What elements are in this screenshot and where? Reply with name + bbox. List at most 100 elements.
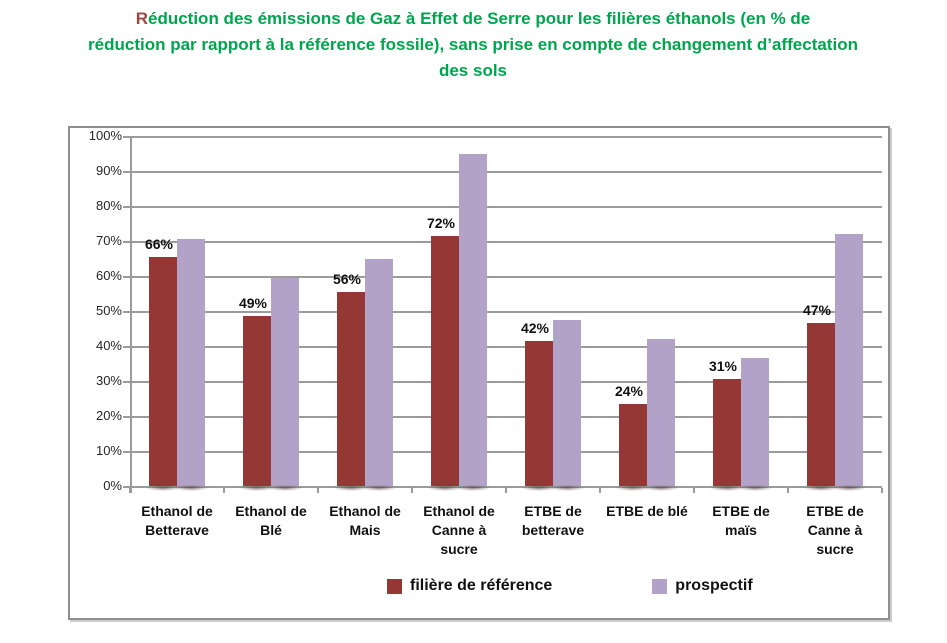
legend-item-prospectif: prospectif (652, 577, 753, 595)
x-axis-tick (317, 488, 319, 493)
bar-reference (713, 379, 741, 488)
gridline (130, 451, 882, 453)
gridline (130, 206, 882, 208)
x-axis-tick (599, 488, 601, 493)
bar-value-label: 24% (614, 383, 644, 399)
y-axis-tick (123, 276, 130, 278)
bar-baseline-shadow (361, 485, 397, 491)
category-label: ETBE de maïs (694, 502, 788, 540)
bar-reference (807, 323, 835, 488)
gridline (130, 136, 882, 138)
y-tick-label: 40% (95, 338, 122, 353)
bar-value-label: 66% (144, 236, 174, 252)
gridline (130, 241, 882, 243)
category-label: Ethanol de Blé (224, 502, 318, 540)
category-label-text: ETBE de maïs (712, 503, 770, 538)
category-label-text: Ethanol de Canne à sucre (423, 503, 495, 557)
legend-swatch-prospectif-icon (652, 578, 668, 594)
bar-baseline-shadow (267, 485, 303, 491)
category-label-text: Ethanol de Blé (235, 503, 307, 538)
y-axis-tick (123, 311, 130, 313)
y-axis-labels: 0% 10% 20% 30% 40% 50% 60% 70% 80% 90% 100% (70, 128, 122, 618)
bar-baseline-shadow (643, 485, 679, 491)
gridline (130, 276, 882, 278)
bar-reference (619, 404, 647, 488)
legend-label-prospectif: prospectif (675, 577, 753, 594)
y-axis-tick (123, 171, 130, 173)
bar-value-label: 49% (238, 295, 268, 311)
bar-prospectif (647, 339, 675, 488)
bar-value-label: 31% (708, 358, 738, 374)
y-tick-label: 60% (95, 268, 122, 283)
gridline (130, 416, 882, 418)
category-label-text: Ethanol de Betterave (141, 503, 213, 538)
y-axis-tick (123, 416, 130, 418)
bar-baseline-shadow (549, 485, 585, 491)
bar-value-label: 42% (520, 320, 550, 336)
bar-prospectif (365, 259, 393, 488)
y-tick-label: 20% (95, 408, 122, 423)
bar-baseline-shadow (831, 485, 867, 491)
category-label: ETBE de betterave (506, 502, 600, 540)
plot-area: 66% 49% 56% 72% 42% 24% 31% 47% (123, 136, 883, 493)
gridline (130, 381, 882, 383)
category-label: ETBE de blé (600, 502, 694, 521)
bar-value-label: 47% (802, 302, 832, 318)
bar-prospectif (459, 154, 487, 488)
chart-frame: 0% 10% 20% 30% 40% 50% 60% 70% 80% 90% 100% 66% 49%… (68, 126, 890, 620)
x-axis-labels: Ethanol de Betterave Ethanol de Blé Ethano… (130, 502, 882, 574)
category-label-text: ETBE de blé (606, 503, 688, 519)
bar-reference (525, 341, 553, 488)
x-axis-tick (223, 488, 225, 493)
bar-baseline-shadow (521, 485, 557, 491)
legend-label-reference: filière de référence (410, 577, 553, 594)
bar-value-label: 72% (426, 215, 456, 231)
bar-baseline-shadow (709, 485, 745, 491)
bar-prospectif (271, 278, 299, 488)
bar-baseline-shadow (173, 485, 209, 491)
y-axis-tick (123, 486, 130, 488)
y-axis-tick (123, 136, 130, 138)
gridline (130, 311, 882, 313)
category-label: Ethanol de Canne à sucre (412, 502, 506, 559)
bar-reference (243, 316, 271, 488)
bar-baseline-shadow (615, 485, 651, 491)
bar-prospectif (835, 234, 863, 488)
bar-reference (149, 257, 177, 488)
y-axis-line (130, 136, 132, 493)
bar-baseline-shadow (145, 485, 181, 491)
y-tick-label: 50% (95, 303, 122, 318)
chart-title: Réduction des émissions de Gaz à Effet d… (13, 6, 933, 84)
legend-item-reference: filière de référence (387, 577, 552, 595)
title-first-letter: R (135, 9, 148, 28)
bar-baseline-shadow (427, 485, 463, 491)
category-label: ETBE de Canne à sucre (788, 502, 882, 559)
bar-reference (337, 292, 365, 488)
bar-baseline-shadow (737, 485, 773, 491)
gridline (130, 171, 882, 173)
y-tick-label: 80% (95, 198, 122, 213)
bar-prospectif (177, 239, 205, 488)
title-line1: éduction des émissions de Gaz à Effet de… (148, 9, 811, 28)
bar-baseline-shadow (333, 485, 369, 491)
y-tick-label: 10% (95, 443, 122, 458)
y-axis-tick (123, 241, 130, 243)
bar-prospectif (741, 358, 769, 488)
bar-baseline-shadow (455, 485, 491, 491)
x-axis-tick (505, 488, 507, 493)
y-tick-label: 0% (103, 478, 122, 493)
category-label-text: ETBE de betterave (521, 503, 585, 538)
title-line3: des sols (438, 61, 508, 80)
x-axis-tick (411, 488, 413, 493)
category-label: Ethanol de Betterave (130, 502, 224, 540)
title-line2: réduction par rapport à la référence fos… (88, 35, 858, 54)
bar-baseline-shadow (239, 485, 275, 491)
category-label-text: ETBE de Canne à sucre (806, 503, 864, 557)
y-axis-tick (123, 381, 130, 383)
category-label-text: Ethanol de Mais (329, 503, 401, 538)
category-label: Ethanol de Mais (318, 502, 412, 540)
bar-baseline-shadow (803, 485, 839, 491)
x-axis-tick (881, 488, 883, 493)
legend: filière de référence prospectif (387, 577, 753, 595)
